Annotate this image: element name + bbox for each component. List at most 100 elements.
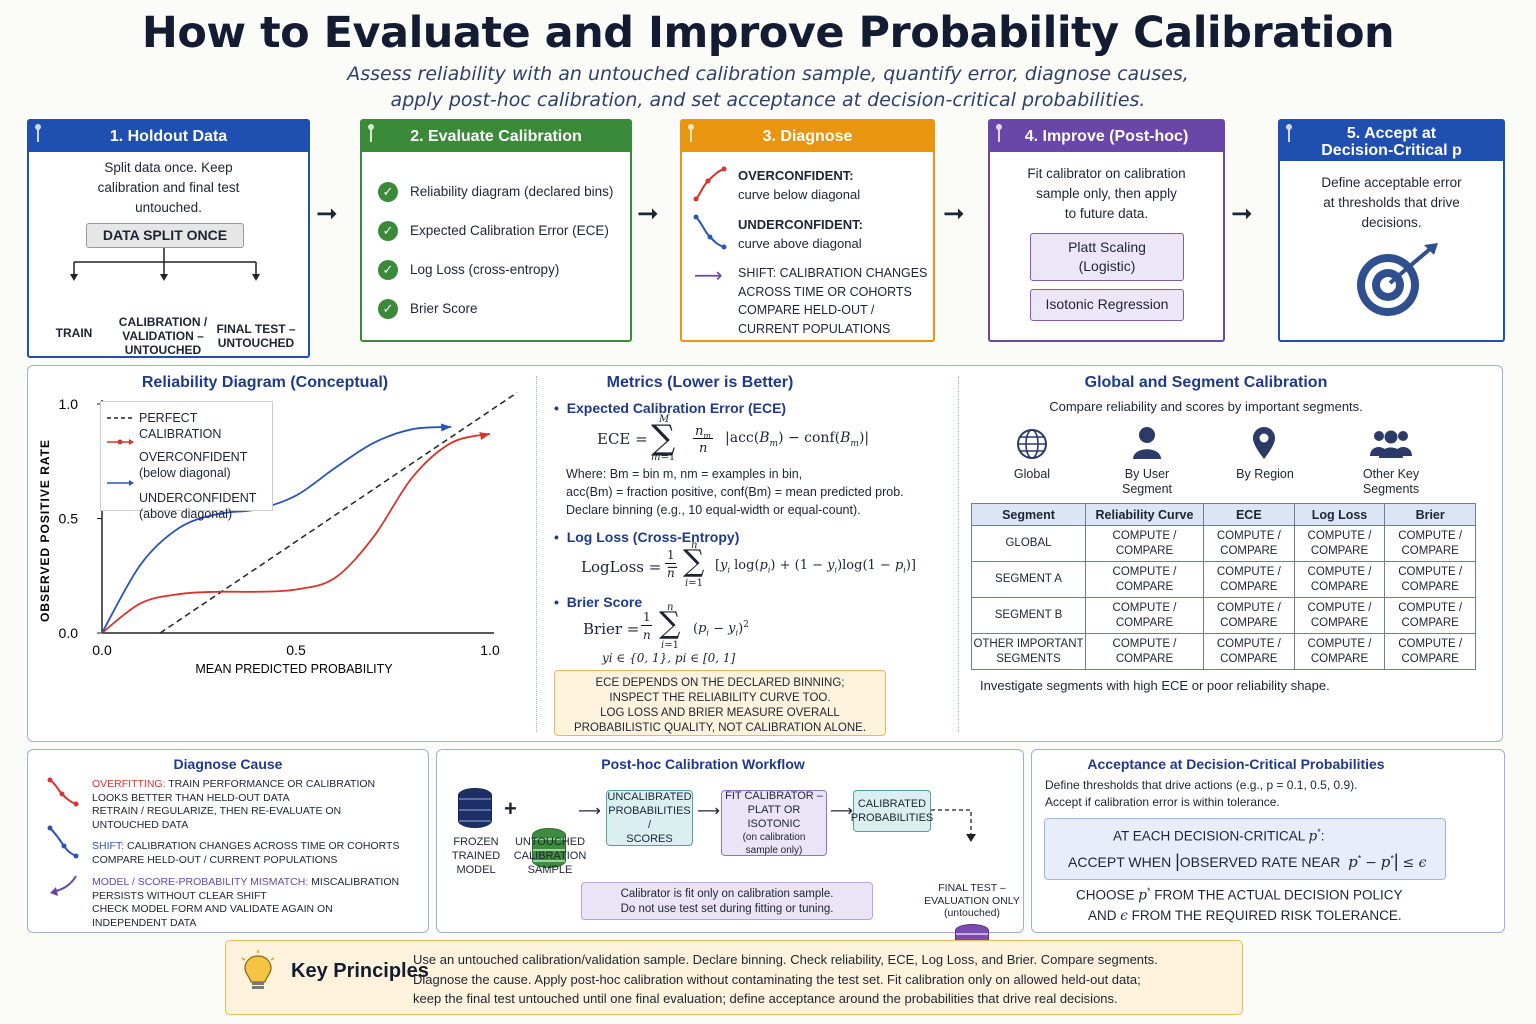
table-cell: COMPUTE / COMPARE xyxy=(1293,525,1386,562)
pin-icon xyxy=(1286,124,1292,142)
table-cell: COMPUTE / COMPARE xyxy=(1293,633,1386,670)
pin-icon xyxy=(368,124,374,142)
underconfident-curve-icon xyxy=(693,214,727,250)
dashed-connector xyxy=(931,809,976,842)
evaluation-checklist: ✓ Reliability diagram (declared bins) ✓ Exp… xyxy=(378,172,630,328)
metrics-title: Metrics (Lower is Better) xyxy=(606,374,794,391)
table-header: Log Loss xyxy=(1293,503,1386,526)
segment-name-cell: SEGMENT A xyxy=(971,561,1086,598)
calibration-label: CALIBRATION / VALIDATION – UNTOUCHED xyxy=(118,315,208,357)
legend-over-l1: OVERCONFIDENT xyxy=(139,450,248,464)
overfitting-text: OVERFITTING: TRAIN PERFORMANCE OR CALIBR… xyxy=(92,778,376,831)
calibration-sample-label: UNTOUCHED CALIBRATION SAMPLE xyxy=(513,836,587,876)
table-header: Brier xyxy=(1384,503,1476,526)
series-line-0 xyxy=(159,391,518,634)
diagnose-cause-title: Diagnose Cause xyxy=(173,756,283,772)
table-cell: COMPUTE / COMPARE xyxy=(1085,561,1204,598)
underconfident-text: UNDERCONFIDENT: curve above diagonal xyxy=(738,217,863,251)
logloss-heading: • Log Loss (Cross-Entropy) xyxy=(554,529,740,545)
step-5-header: 5. Accept at Decision-Critical p xyxy=(1280,121,1503,161)
flow-arrow-icon: ⟶ xyxy=(830,803,853,820)
pin-icon xyxy=(996,124,1002,142)
overconfident-curve-icon xyxy=(693,166,727,202)
ece-where: Where: Bm = bin m, nm = examples in bin,… xyxy=(566,467,904,517)
frozen-model-label: FROZEN TRAINED MODEL xyxy=(451,836,501,876)
checklist-label: Log Loss (cross-entropy) xyxy=(410,262,560,277)
metrics-divider xyxy=(536,376,537,732)
shift-text: SHIFT: CALIBRATION CHANGES ACROSS TIME O… xyxy=(738,266,928,336)
globe-icon xyxy=(1017,429,1047,459)
page-title: How to Evaluate and Improve Probability … xyxy=(141,8,1395,58)
brier-domain: yi ∈ {0, 1}, pi ∈ [0, 1] xyxy=(602,651,736,665)
calibration-sample-database-icon xyxy=(532,828,566,868)
workflow-title: Post-hoc Calibration Workflow xyxy=(601,756,805,772)
checklist-item: ✓ Brier Score xyxy=(378,289,630,328)
step-4-desc: Fit calibrator on calibration sample onl… xyxy=(1027,166,1186,221)
step-2-header: 2. Evaluate Calibration xyxy=(362,121,630,152)
metrics-divider-2 xyxy=(958,376,959,732)
checklist-label: Brier Score xyxy=(410,301,478,316)
metrics-note: ECE DEPENDS ON THE DECLARED BINNING; INS… xyxy=(554,670,886,736)
segments-title: Global and Segment Calibration xyxy=(1084,374,1328,391)
key-principles-box xyxy=(225,940,1243,1015)
segment-region-label: By Region xyxy=(1236,467,1294,481)
table-cell: COMPUTE / COMPARE xyxy=(1085,633,1204,670)
chart-legend: PERFECT CALIBRATION OVERCONFIDENT (below… xyxy=(100,401,273,521)
table-cell: COMPUTE / COMPARE xyxy=(1384,525,1476,562)
table-cell: COMPUTE / COMPARE xyxy=(1293,561,1386,598)
segments-footer: Investigate segments with high ECE or po… xyxy=(980,678,1330,693)
shift-cause-text: SHIFT: CALIBRATION CHANGES ACROSS TIME O… xyxy=(92,840,400,866)
shift-arrow-icon: ⟶ xyxy=(694,265,723,287)
check-icon: ✓ xyxy=(378,220,398,241)
data-split-label: DATA SPLIT ONCE xyxy=(86,223,244,248)
train-label: TRAIN xyxy=(55,326,93,340)
workflow-note: Calibrator is fit only on calibration sa… xyxy=(581,882,873,920)
table-row: GLOBAL COMPUTE / COMPARE COMPUTE / COMPARE CO… xyxy=(971,525,1476,562)
check-icon: ✓ xyxy=(378,298,398,319)
checklist-label: Expected Calibration Error (ECE) xyxy=(410,223,609,238)
segment-name-cell: OTHER IMPORTANT SEGMENTS xyxy=(971,633,1086,670)
acceptance-title: Acceptance at Decision-Critical Probabil… xyxy=(1087,756,1385,772)
pin-icon xyxy=(688,124,694,142)
segment-global-label: Global xyxy=(1013,467,1051,481)
step-4-improve: 4. Improve (Post-hoc) Fit calibrator on … xyxy=(988,119,1225,342)
table-cell: COMPUTE / COMPARE xyxy=(1203,525,1295,562)
segment-name-cell: GLOBAL xyxy=(971,525,1086,562)
step-5-accept: 5. Accept at Decision-Critical p Define … xyxy=(1278,119,1505,342)
step-2-evaluate: 2. Evaluate Calibration ✓ Reliability dia… xyxy=(360,119,632,342)
step-4-header: 4. Improve (Post-hoc) xyxy=(990,121,1223,152)
segment-other-label: Other Key Segments xyxy=(1362,467,1420,496)
series-line-1 xyxy=(101,432,491,634)
series-line-2 xyxy=(101,426,452,634)
final-test-label: FINAL TEST – EVALUATION ONLY (untouched) xyxy=(924,882,1020,919)
mismatch-text: MODEL / SCORE-PROBABILITY MISMATCH: MISC… xyxy=(92,876,400,929)
table-cell: COMPUTE / COMPARE xyxy=(1085,525,1204,562)
table-row: OTHER IMPORTANT SEGMENTS COMPUTE / COMPARE C… xyxy=(971,633,1476,670)
page-subtitle: Assess reliability with an untouched cal… xyxy=(347,63,1189,111)
table-cell: COMPUTE / COMPARE xyxy=(1293,597,1386,634)
table-cell: COMPUTE / COMPARE xyxy=(1203,597,1295,634)
checklist-item: ✓ Log Loss (cross-entropy) xyxy=(378,250,630,289)
ece-heading: • Expected Calibration Error (ECE) xyxy=(554,400,787,416)
table-cell: COMPUTE / COMPARE xyxy=(1203,561,1295,598)
frozen-model-database-icon xyxy=(458,788,492,828)
series-arrowhead-2 xyxy=(440,423,452,432)
flow-arrow-icon: ⟶ xyxy=(578,803,601,820)
table-row: SEGMENT A COMPUTE / COMPARE COMPUTE / COMPAR… xyxy=(971,561,1476,598)
table-cell: COMPUTE / COMPARE xyxy=(1384,633,1476,670)
legend-under-l1: UNDERCONFIDENT xyxy=(139,491,257,505)
table-row: SEGMENT B COMPUTE / COMPARE COMPUTE / COMPAR… xyxy=(971,597,1476,634)
platt-scaling-option: Platt Scaling (Logistic) xyxy=(1030,233,1184,281)
legend-over-l2: (below diagonal) xyxy=(139,466,231,480)
checklist-item: ✓ Reliability diagram (declared bins) xyxy=(378,172,630,211)
ece-formula: ECE = M ∑ m=1 nm n |acc(Bm) − conf(Bm)| xyxy=(597,414,870,463)
checklist-item: ✓ Expected Calibration Error (ECE) xyxy=(378,211,630,250)
flow-arrow-icon: ➞ xyxy=(637,198,659,228)
segment-user-label: By User Segment xyxy=(1121,467,1173,496)
overconfident-text: OVERCONFIDENT: curve below diagonal xyxy=(738,168,861,202)
legend-under-l2: (above diagonal) xyxy=(139,507,233,521)
location-pin-icon xyxy=(1253,427,1275,459)
brier-heading: • Brier Score xyxy=(554,594,643,610)
table-header: ECE xyxy=(1203,503,1295,526)
key-principles-title: Key Principles xyxy=(291,960,429,982)
